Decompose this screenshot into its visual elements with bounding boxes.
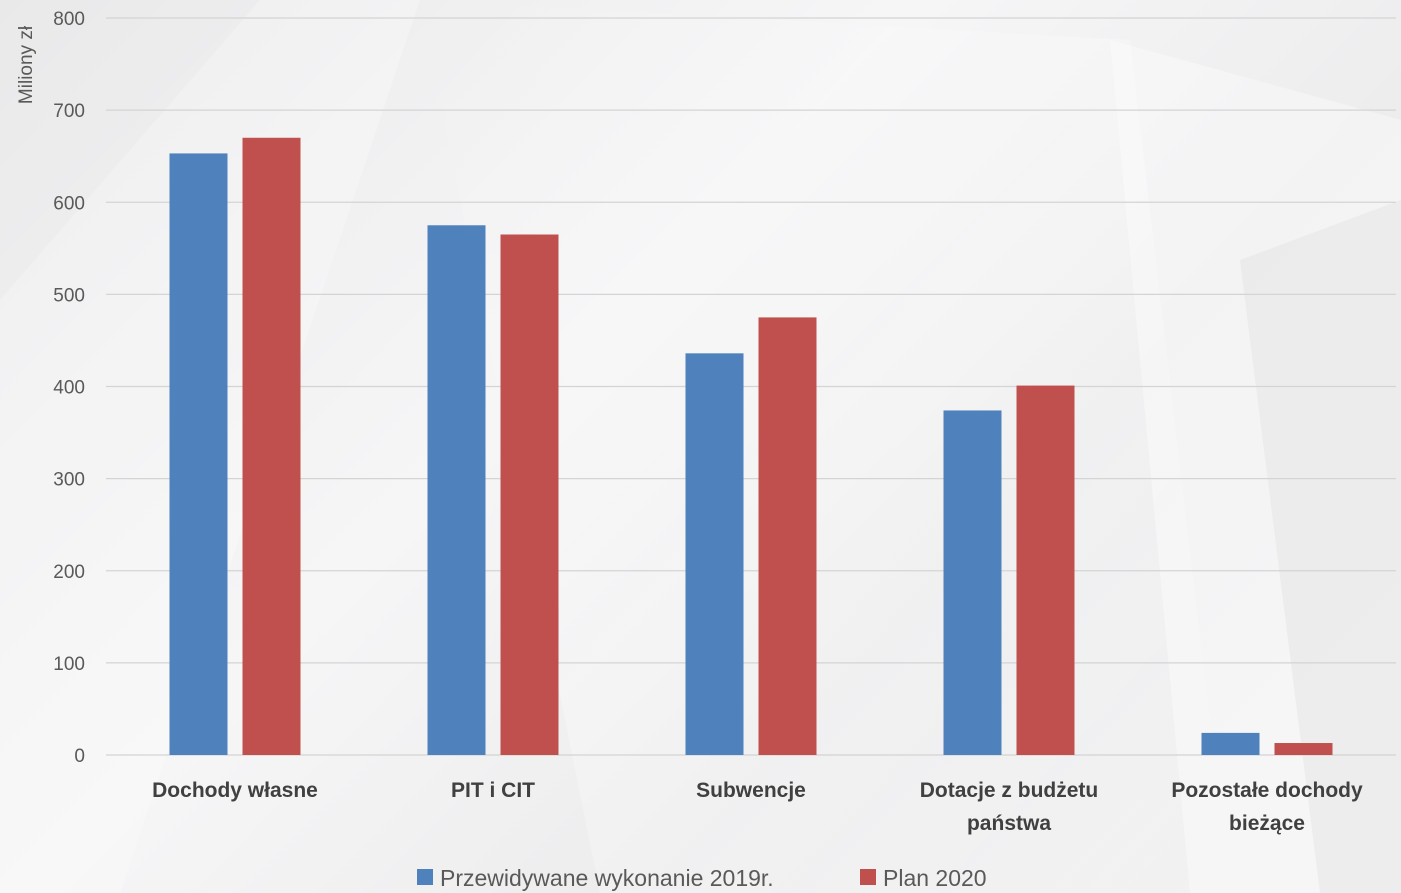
category-label: PIT i CIT <box>451 779 535 802</box>
gridlines <box>106 17 1396 756</box>
y-tick-label: 0 <box>74 746 85 767</box>
category-label: bieżące <box>1229 812 1305 835</box>
y-axis-label: Miliony zł <box>16 25 37 104</box>
legend: Przewidywane wykonanie 2019r. Plan 2020 <box>417 865 987 891</box>
category-label: Dotacje z budżetu <box>920 779 1099 802</box>
bar <box>1201 732 1260 755</box>
bar <box>500 234 559 755</box>
y-tick-label: 300 <box>53 470 85 491</box>
bar <box>943 410 1002 755</box>
category-label: Subwencje <box>696 779 806 802</box>
legend-swatch <box>860 869 876 885</box>
category-labels: Dochody własne PIT i CIT Subwencje Dotacje … <box>152 779 1363 835</box>
bar <box>169 153 228 755</box>
legend-swatch <box>417 869 433 885</box>
bars <box>169 137 1333 755</box>
bar <box>758 317 817 755</box>
y-tick-label: 400 <box>53 378 85 399</box>
category-label: państwa <box>967 812 1051 835</box>
bar <box>1016 385 1075 755</box>
bar <box>1274 743 1333 755</box>
bar <box>685 353 744 755</box>
y-tick-label: 600 <box>53 193 85 214</box>
y-tick-label: 500 <box>53 285 85 306</box>
legend-entry: Plan 2020 <box>883 865 987 891</box>
y-tick-label: 100 <box>53 654 85 675</box>
y-tick-label: 700 <box>53 101 85 122</box>
y-axis-ticks: 0 100 200 300 400 500 600 700 800 <box>53 9 85 767</box>
y-tick-label: 800 <box>53 9 85 30</box>
bar <box>242 137 301 755</box>
category-label: Dochody własne <box>152 779 318 802</box>
category-label: Pozostałe dochody <box>1171 779 1363 802</box>
bar <box>427 225 486 755</box>
legend-entry: Przewidywane wykonanie 2019r. <box>440 865 774 891</box>
y-tick-label: 200 <box>53 562 85 583</box>
